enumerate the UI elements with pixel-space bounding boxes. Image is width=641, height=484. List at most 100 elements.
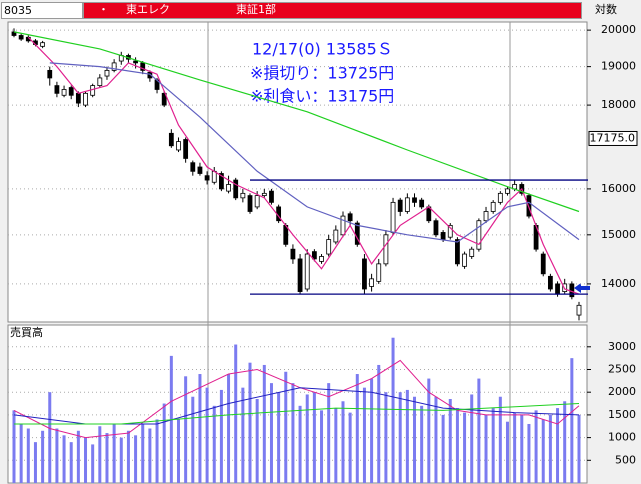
candle-body bbox=[340, 215, 346, 236]
candle-body bbox=[261, 192, 267, 196]
volume-bar bbox=[320, 410, 324, 483]
volume-bar bbox=[19, 423, 23, 483]
candle-body bbox=[219, 173, 224, 190]
y-tick-label: 3000 bbox=[608, 340, 636, 353]
volume-bar bbox=[219, 389, 223, 483]
volume-bar bbox=[141, 423, 145, 483]
volume-bar bbox=[191, 396, 195, 483]
moving-average bbox=[49, 62, 580, 243]
header: 8035 ・ 東エレク 東証1部 対数 bbox=[0, 0, 641, 20]
candle-body bbox=[547, 275, 553, 290]
stock-name: 東エレク bbox=[126, 3, 170, 16]
candle-body bbox=[462, 253, 467, 267]
candle-body bbox=[161, 92, 167, 106]
volume-bar bbox=[262, 364, 266, 483]
candle-body bbox=[304, 253, 310, 290]
candle-body bbox=[455, 239, 460, 265]
volume-bar bbox=[269, 383, 273, 483]
name-bar bbox=[83, 2, 582, 19]
volume-bar bbox=[234, 344, 238, 483]
volume-bar bbox=[377, 364, 381, 483]
volume-bar bbox=[148, 428, 152, 483]
volume-bar bbox=[570, 358, 574, 483]
candle-body bbox=[390, 201, 396, 233]
volume-bar bbox=[534, 410, 538, 483]
y-tick-label: 1500 bbox=[608, 408, 636, 421]
candle-body bbox=[369, 278, 374, 287]
candle-body bbox=[75, 92, 81, 104]
current-arrow bbox=[574, 283, 590, 293]
volume-bar bbox=[513, 412, 517, 483]
candle-body bbox=[447, 224, 453, 238]
volume-bar bbox=[155, 419, 159, 483]
candle-body bbox=[404, 197, 410, 212]
stock-code[interactable]: 8035 bbox=[1, 2, 83, 19]
volume-bar bbox=[76, 430, 80, 483]
volume-bar bbox=[477, 378, 481, 483]
candle-body bbox=[197, 166, 203, 174]
scale-mode[interactable]: 対数 bbox=[595, 3, 617, 16]
volume-title: 売買高 bbox=[10, 325, 43, 339]
candle-body bbox=[347, 213, 353, 222]
candle-body bbox=[469, 248, 475, 257]
volume-bar bbox=[556, 408, 560, 483]
y-tick-label: 20000 bbox=[601, 23, 636, 36]
candle-body bbox=[104, 69, 110, 77]
y-tick-label: 14000 bbox=[601, 277, 636, 290]
price-pane bbox=[7, 21, 588, 323]
candle-body bbox=[140, 62, 146, 71]
candle-body bbox=[433, 220, 439, 236]
volume-bar bbox=[298, 405, 302, 483]
volume-bar bbox=[463, 412, 467, 483]
volume-bar bbox=[577, 414, 581, 483]
candle-body bbox=[61, 89, 67, 96]
candle-body bbox=[376, 263, 382, 282]
volume-bar bbox=[98, 426, 102, 483]
volume-bar bbox=[391, 337, 395, 483]
candle-body bbox=[183, 139, 189, 159]
candle-body bbox=[412, 197, 417, 203]
candle-body bbox=[68, 87, 74, 96]
volume-bar bbox=[227, 374, 231, 483]
candle-body bbox=[54, 85, 60, 94]
volume-bar bbox=[12, 410, 16, 483]
candle-body bbox=[576, 304, 582, 316]
volume-bar bbox=[33, 442, 37, 483]
volume-bar bbox=[413, 396, 417, 483]
annotation: ※損切り：13725円 bbox=[250, 64, 394, 83]
volume-bar bbox=[327, 383, 331, 483]
candle-body bbox=[40, 42, 46, 47]
candle-body bbox=[440, 232, 446, 240]
candle-body bbox=[97, 77, 103, 87]
volume-bar bbox=[527, 423, 531, 483]
volume-bar bbox=[119, 437, 123, 483]
moving-average bbox=[27, 36, 580, 295]
volume-bar bbox=[362, 387, 366, 483]
candle-body bbox=[540, 253, 546, 275]
candle-body bbox=[147, 71, 153, 79]
volume-bar bbox=[291, 383, 295, 483]
volume-bar bbox=[505, 421, 509, 483]
volume-bar bbox=[470, 394, 474, 483]
candle-body bbox=[226, 184, 231, 192]
volume-bar bbox=[370, 378, 374, 483]
volume-bar bbox=[405, 389, 409, 483]
candle-body bbox=[190, 162, 196, 172]
volume-bar bbox=[448, 399, 452, 483]
volume-bar bbox=[176, 419, 180, 483]
candle-body bbox=[483, 211, 489, 222]
candle-body bbox=[505, 188, 510, 194]
volume-bar bbox=[277, 392, 281, 483]
y-tick-label: 15000 bbox=[601, 228, 636, 241]
volume-bar bbox=[305, 394, 309, 483]
candle-body bbox=[333, 229, 339, 243]
candle-body bbox=[254, 195, 260, 208]
candle-body bbox=[240, 192, 246, 199]
volume-bar bbox=[548, 414, 552, 483]
volume-bar bbox=[255, 399, 259, 483]
candle-body bbox=[397, 199, 403, 212]
volume-bar bbox=[26, 428, 30, 483]
volume-bar bbox=[355, 374, 359, 483]
candle-body bbox=[497, 192, 503, 203]
